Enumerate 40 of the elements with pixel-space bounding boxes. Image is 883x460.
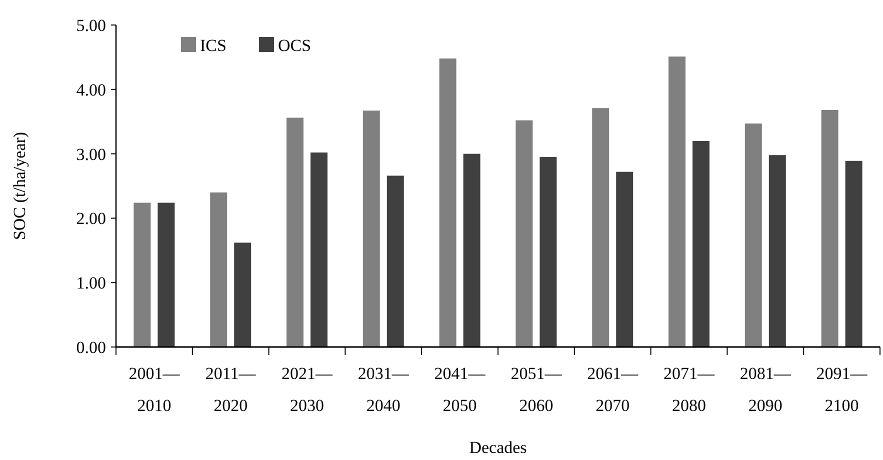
x-tick-label: 2071—2080: [664, 364, 716, 415]
x-tick-label: 2011—2020: [205, 364, 257, 415]
bar: [310, 152, 328, 347]
x-tick-label: 2021—2030: [282, 364, 334, 415]
bar: [234, 242, 252, 347]
bar: [516, 120, 533, 347]
bar: [463, 154, 480, 347]
bar: [362, 110, 380, 347]
bar: [845, 160, 862, 347]
x-tick-label: 2081—2090: [740, 364, 792, 415]
y-axis-title: SOC (t/ha/year): [10, 132, 29, 240]
y-tick-label: 3.00: [76, 144, 106, 164]
bar: [540, 157, 557, 347]
x-tick-label: 2051—2060: [510, 364, 563, 415]
bar: [692, 140, 710, 347]
y-tick-label: 1.00: [76, 274, 106, 293]
bar: [210, 192, 228, 347]
bar: [616, 172, 634, 347]
bar: [592, 108, 610, 347]
bar: [744, 124, 762, 347]
bar: [768, 155, 786, 347]
y-tick-label: 0.00: [76, 338, 106, 357]
x-tick-label: 2061—2070: [587, 364, 640, 415]
y-tick-label: 2.00: [76, 209, 106, 228]
bar: [386, 176, 404, 347]
bar: [439, 58, 456, 347]
y-tick-label: 5.00: [76, 16, 106, 35]
bar: [134, 202, 151, 347]
x-tick-label: 2001—2010: [128, 364, 181, 415]
bar: [158, 202, 175, 347]
x-tick-label: 2031—2040: [358, 364, 410, 415]
x-tick-label: 2041—2050: [434, 364, 486, 415]
bar: [821, 110, 838, 347]
bar: [286, 118, 304, 347]
x-tick-label: 2091—2100: [816, 364, 868, 415]
legend-label: ICS: [200, 36, 226, 55]
x-axis-title: Decades: [469, 438, 527, 457]
legend-label: OCS: [278, 36, 312, 55]
bar: [668, 56, 686, 347]
y-tick-label: 4.00: [76, 80, 106, 100]
